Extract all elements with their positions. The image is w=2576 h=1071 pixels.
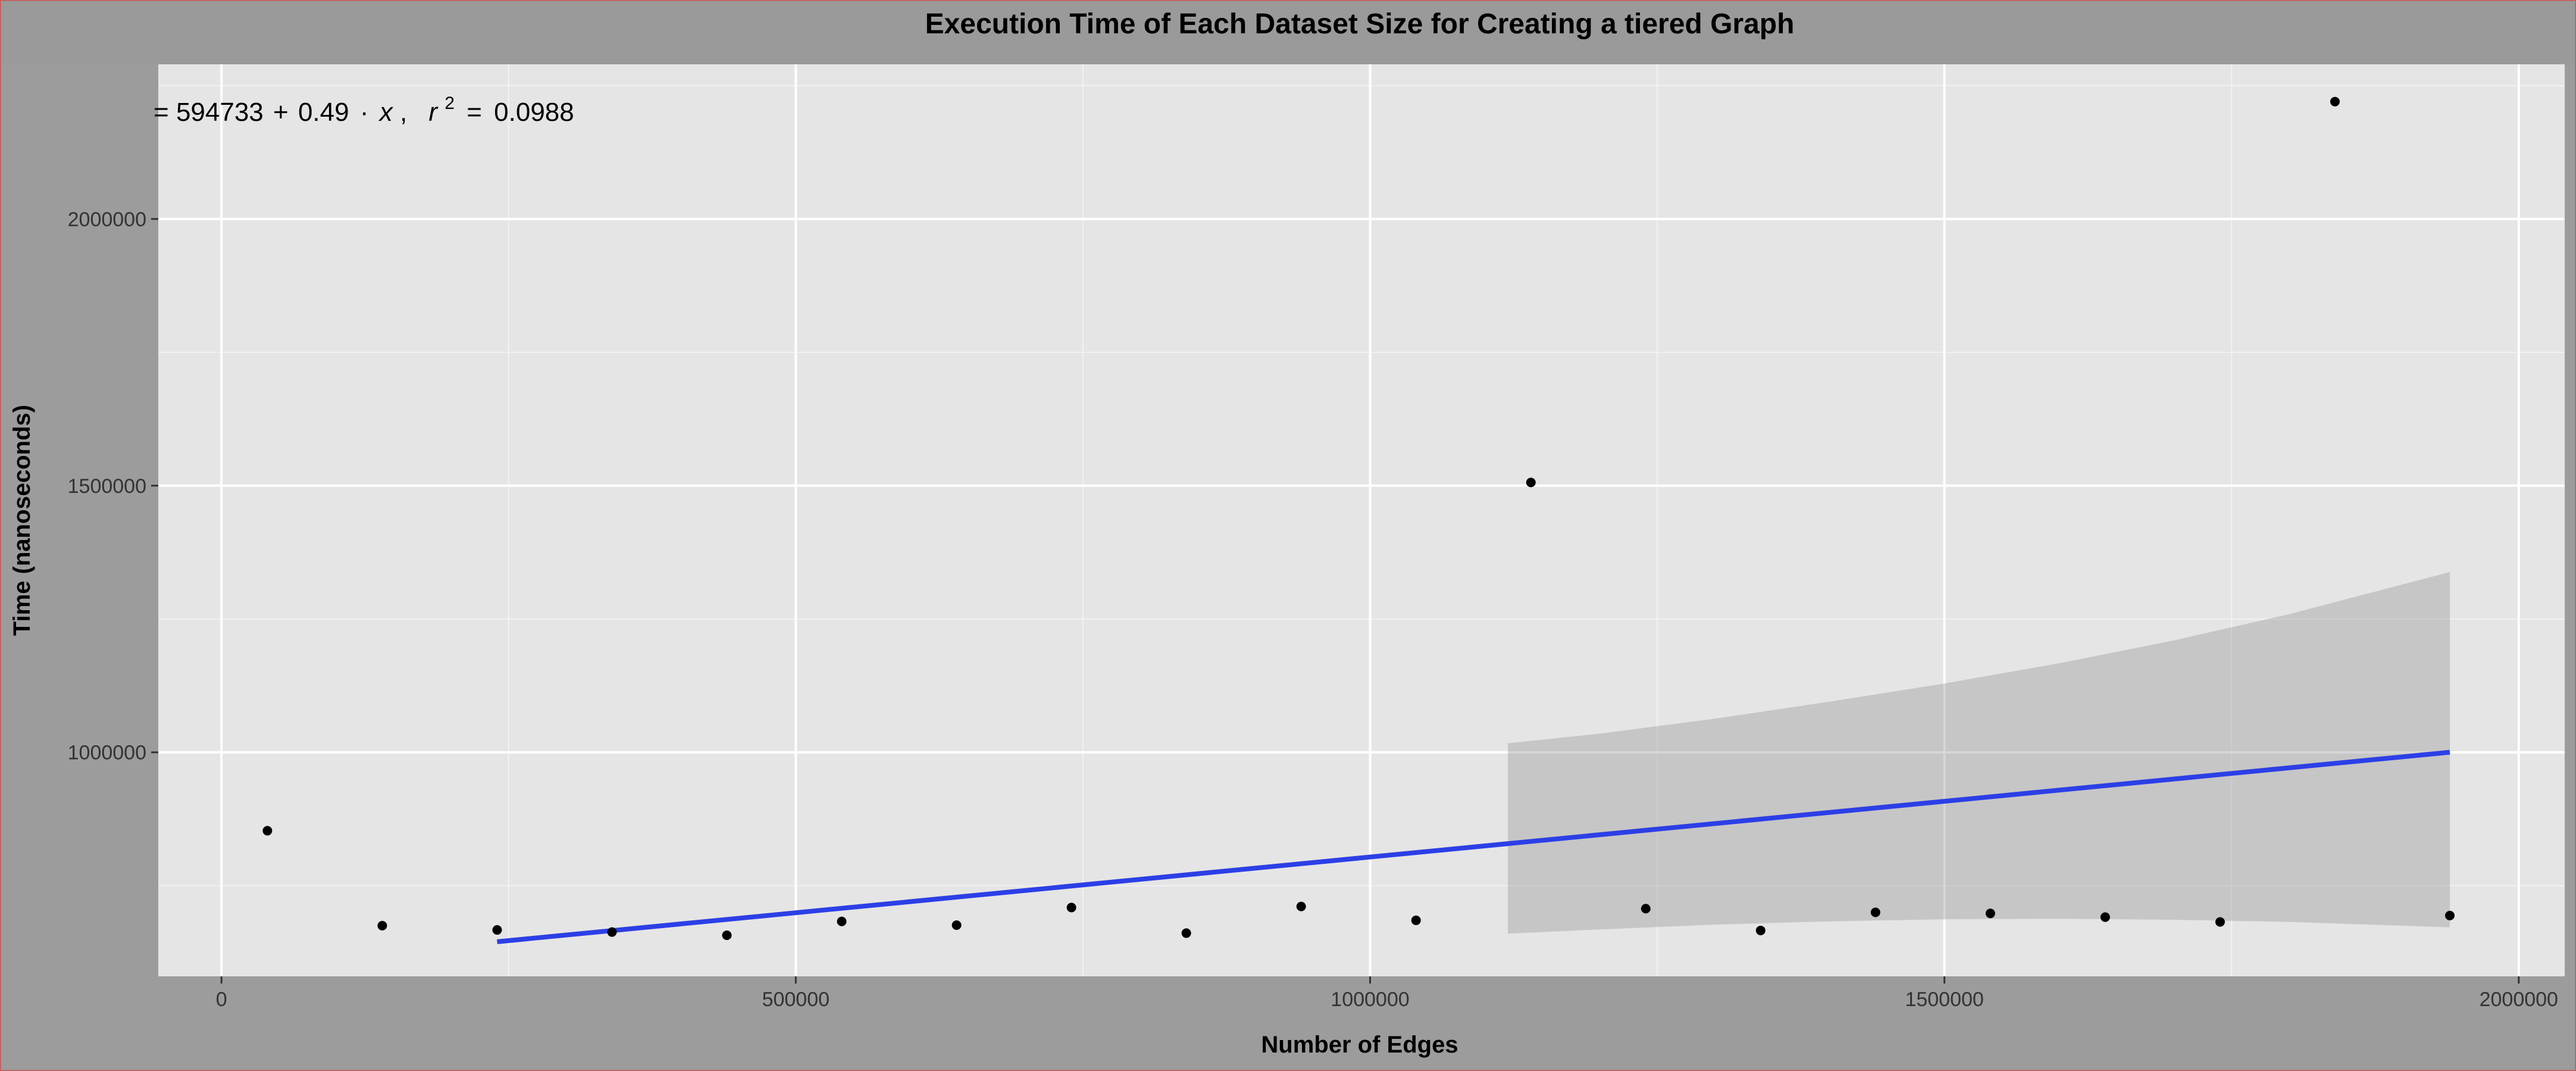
data-point (2330, 96, 2340, 107)
major-grid (158, 64, 2565, 976)
data-point (2444, 910, 2455, 920)
data-point (1985, 908, 1995, 919)
x-tick-label: 0 (216, 988, 227, 1011)
x-tick-label: 2000000 (2480, 988, 2558, 1011)
data-point (1870, 907, 1880, 917)
data-point (1181, 928, 1191, 938)
scatter-points (262, 96, 2455, 941)
confidence-band-layer (1508, 572, 2450, 934)
data-point (1066, 903, 1076, 913)
regression-line (497, 750, 2450, 944)
y-tick-label: 1500000 (68, 475, 146, 498)
minor-grid (158, 64, 2565, 976)
data-point (837, 916, 847, 926)
data-point (1641, 904, 1651, 914)
data-point (722, 931, 732, 941)
data-point (2215, 917, 2225, 927)
regression-line-layer (497, 750, 2450, 944)
x-axis-ticks: 0 500000 1000000 1500000 2000000 (216, 976, 2558, 1011)
chart-title: Execution Time of Each Dataset Size for … (925, 8, 1795, 40)
y-tick-label: 2000000 (68, 208, 146, 231)
y-axis-ticks: 1000000 1500000 2000000 (68, 208, 158, 764)
data-point (1755, 925, 1766, 935)
regression-equation: = 594733 + 0.49 · x , r 2 = 0.0988 (154, 86, 574, 127)
confidence-band (1508, 572, 2450, 934)
data-point (951, 920, 962, 930)
plot-panel (158, 64, 2565, 976)
data-point (607, 927, 617, 937)
title-bar (1, 1, 2575, 64)
x-tick-label: 1000000 (1331, 988, 1409, 1011)
data-point (1296, 901, 1306, 911)
x-tick-label: 500000 (762, 988, 830, 1011)
y-axis-title: Time (nanoseconds) (9, 405, 35, 636)
data-point (1526, 477, 1536, 488)
data-point (2100, 912, 2110, 922)
data-point (492, 925, 502, 935)
data-point (1411, 915, 1421, 925)
data-point (262, 826, 273, 836)
x-tick-label: 1500000 (1905, 988, 1983, 1011)
x-axis-title: Number of Edges (1261, 1032, 1458, 1058)
y-tick-label: 1000000 (68, 742, 146, 764)
data-point (377, 920, 387, 931)
